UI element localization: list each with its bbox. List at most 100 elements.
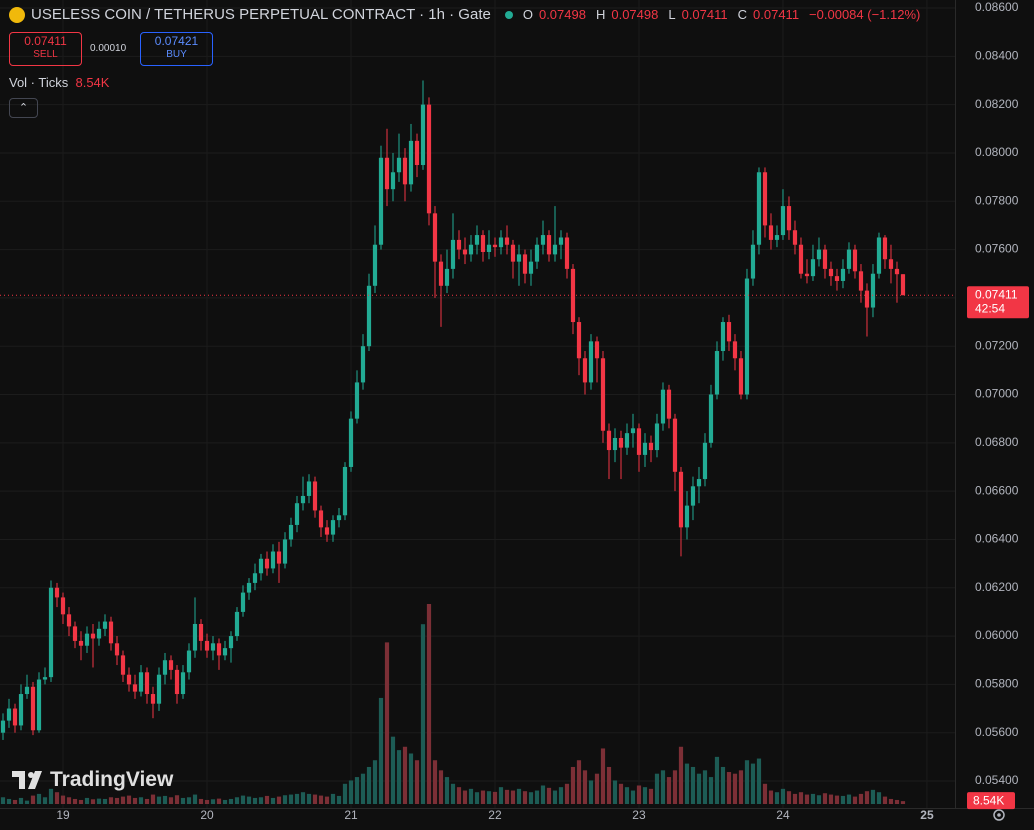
volume-bar [540,785,546,804]
volume-bar [192,794,198,804]
candle-body [576,322,582,359]
candle-body [150,694,156,704]
candle-body [222,648,228,656]
settings-button[interactable] [993,809,1005,821]
candle-body [498,237,504,248]
candle-body [762,172,768,226]
volume-bar [462,790,468,804]
candle-body [708,394,714,443]
symbol-title[interactable]: USELESS COIN / TETHERUS PERPETUAL CONTRA… [31,6,491,23]
volume-bar [438,770,444,804]
volume-bar [42,797,48,804]
candle-body [846,249,852,269]
candle-body [552,244,558,255]
volume-bar [72,798,78,804]
volume-bar [882,796,888,804]
volume-badge [967,792,1015,810]
candle-body [894,268,900,275]
candle-body [462,249,468,255]
candle-body [336,515,342,521]
volume-bar [624,787,630,804]
volume-bar [300,792,306,804]
volume-bar [630,790,636,804]
volume-bar [162,795,168,804]
volume-bar [582,770,588,804]
volume-bar [330,793,336,804]
volume-bar [222,799,228,804]
volume-bar [720,766,726,804]
market-status [504,10,513,19]
candle-body [504,237,510,245]
candle-body [456,239,462,250]
candle-body [24,686,30,695]
volume-bar [384,642,390,804]
candle-body [126,674,132,685]
x-tick-label: 19 [56,808,70,822]
x-tick-label: 21 [344,808,358,822]
candle-body [678,471,684,528]
candle-body [120,655,126,675]
candle-body [414,140,420,166]
candle-body [582,358,588,383]
volume-bar [786,791,792,804]
volume-bar [888,798,894,804]
candle-body [486,244,492,252]
candle-body [36,679,42,731]
volume-bar [180,797,186,804]
ohlc-value: 0.07411 [681,7,728,22]
volume-bar [618,783,624,804]
candle-body [366,285,372,347]
candle-body [60,597,66,615]
ohlc-key: L [668,7,676,22]
volume-bar [570,766,576,804]
candle-body [690,486,696,506]
volume-bar [534,790,540,804]
sell-button[interactable]: 0.07411 SELL [9,32,82,66]
volume-bar [18,797,24,804]
candle-body [198,623,204,641]
volume-bar [324,796,330,804]
candle-body [42,677,48,680]
candle-body [438,261,444,286]
volume-bar [186,797,192,804]
y-tick-label: 0.07200 [975,338,1019,352]
candle-body [756,172,762,245]
candle-body [612,437,618,451]
candle-body [330,520,336,535]
volume-bar [198,798,204,804]
candle-body [852,249,858,272]
volume-bar [804,794,810,804]
ohlc-value: 0.07411 [753,7,800,22]
candle-body [282,539,288,564]
x-tick-label: 22 [488,808,502,822]
volume-bar [48,788,54,804]
ohlc-key: H [595,7,606,22]
candle-body [402,157,408,185]
candle-body [792,230,798,245]
volume-bar [216,798,222,804]
volume-bar [66,797,72,804]
volume-bar [282,795,288,804]
volume-bar [810,793,816,804]
candle-body [624,433,630,448]
volume-bar [390,736,396,804]
candle-body [192,623,198,651]
candle-body [534,244,540,262]
collapse-button[interactable]: ⌃ [9,98,38,118]
volume-bar [666,777,672,804]
volume-bar [228,798,234,804]
y-tick-label: 0.07600 [975,242,1019,256]
volume-bar [366,766,372,804]
candle-body [168,660,174,670]
volume-bar [714,756,720,804]
volume-legend: Vol · Ticks 8.54K [9,75,109,90]
buy-button[interactable]: 0.07421 BUY [140,32,213,66]
candle-body [0,720,6,733]
volume-bar [558,787,564,804]
volume-bar [816,795,822,804]
candle-body [666,389,672,419]
candle-body [300,495,306,504]
candle-body [864,290,870,308]
volume-bar [264,795,270,804]
volume-bar [504,789,510,804]
